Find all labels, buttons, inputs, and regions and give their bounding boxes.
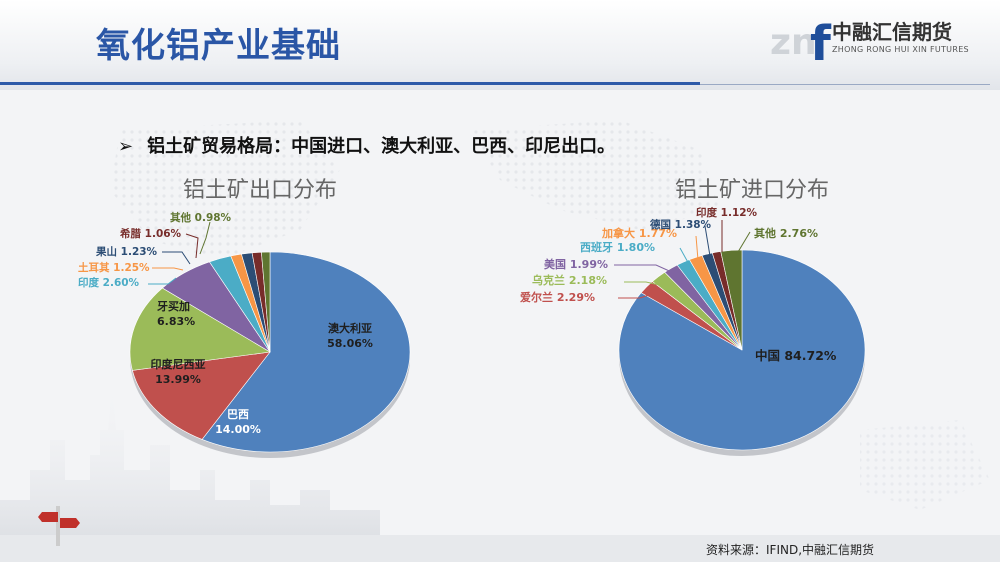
bullet-text: 铝土矿贸易格局：中国进口、澳大利亚、巴西、印尼出口。 (147, 136, 616, 157)
bullet-arrow-icon: ➢ (118, 136, 134, 157)
title-rule-accent (700, 84, 990, 85)
pie-slice-0 (201, 251, 411, 453)
pie-label-5: 加拿大 1.77% (601, 226, 677, 240)
chart-title-import: 铝土矿进口分布 (675, 178, 830, 203)
pie-label-8: 其他 0.98% (170, 211, 232, 224)
pie-label-4: 印度 2.60% (78, 276, 140, 289)
pie-leader-line-5 (695, 235, 699, 261)
pie-label-0: 澳大利亚 58.06% (327, 321, 373, 350)
pie-leader-line-2 (624, 281, 665, 287)
pie-leader-line-4 (148, 277, 177, 285)
pie-leader-line-7 (185, 233, 199, 259)
company-logo: zn f (770, 16, 832, 72)
pie-leader-line-6 (162, 251, 191, 265)
logo-name-cn: 中融汇信期货 (832, 20, 952, 44)
export-pie-chart: 澳大利亚 58.06% 巴西 14.00% 印度尼西亚 13.99% 牙买加 6.83% 印度 … (78, 211, 411, 458)
title-rule (0, 82, 700, 85)
pie-slice-8 (261, 251, 271, 353)
pie-label-3: 牙买加 6.83% (157, 299, 195, 328)
pie-label-3: 美国 1.99% (544, 257, 608, 271)
logo-mark: zn (770, 22, 817, 63)
pie-leader-line-5 (152, 267, 184, 271)
pie-leader-line-6 (704, 225, 711, 257)
pie-label-1: 巴西 14.00% (215, 408, 261, 436)
pie-slice-2 (129, 287, 271, 371)
pie-label-2: 印度尼西亚 13.99% (151, 357, 206, 386)
pie-label-1: 爱尔兰 2.29% (520, 290, 595, 304)
bullet-point: ➢ 铝土矿贸易格局：中国进口、澳大利亚、巴西、印尼出口。 (118, 132, 615, 158)
pie-label-0: 中国 84.72% (755, 348, 837, 363)
pie-slice-8 (720, 249, 743, 351)
pie-leader-line-8 (199, 221, 211, 255)
pie-label-4: 西班牙 1.80% (580, 240, 655, 254)
pie-label-7: 印度 1.12% (696, 206, 758, 219)
import-pie-chart: 中国 84.72% 爱尔兰 2.29% 乌克兰 2.18% 美国 1.99% 西班牙 1… (520, 206, 866, 456)
pie-label-5: 土耳其 1.25% (78, 261, 150, 274)
pie-leader-line-8 (737, 231, 751, 253)
chart-title-export: 铝土矿出口分布 (183, 178, 338, 203)
pie-label-8: 其他 2.76% (754, 226, 818, 240)
pie-label-2: 乌克兰 2.18% (532, 273, 607, 287)
page-title: 氧化铝产业基础 (96, 26, 341, 66)
source-note: 资料来源：IFIND,中融汇信期货 (706, 543, 875, 557)
pie-leader-line-4 (679, 247, 691, 267)
header-band (0, 0, 1000, 90)
pie-label-6: 果山 1.23% (95, 245, 158, 258)
signpost-icon (38, 506, 80, 546)
logo-name-en: ZHONG RONG HUI XIN FUTURES (832, 45, 969, 54)
logo-mark-f: f (810, 16, 832, 72)
pie-label-7: 希腊 1.06% (119, 227, 182, 240)
pie-leader-line-3 (614, 264, 677, 275)
pie-leader-line-1 (618, 293, 653, 299)
pie-label-6: 德国 1.38% (649, 218, 712, 231)
pie-slice-1 (132, 351, 271, 440)
